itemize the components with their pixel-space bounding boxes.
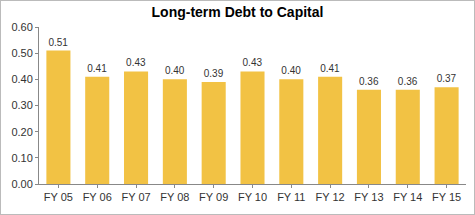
svg-text:0.43: 0.43 bbox=[126, 57, 146, 68]
svg-text:FY 12: FY 12 bbox=[316, 191, 345, 203]
svg-text:FY 13: FY 13 bbox=[354, 191, 383, 203]
svg-text:FY 11: FY 11 bbox=[277, 191, 305, 203]
svg-text:0.41: 0.41 bbox=[320, 63, 340, 74]
svg-text:0.40: 0.40 bbox=[281, 65, 301, 76]
svg-text:FY 07: FY 07 bbox=[121, 191, 150, 203]
svg-text:0.40: 0.40 bbox=[11, 73, 32, 85]
svg-text:0.37: 0.37 bbox=[437, 73, 457, 84]
svg-text:FY 15: FY 15 bbox=[432, 191, 461, 203]
svg-text:0.36: 0.36 bbox=[398, 76, 418, 87]
svg-text:0.43: 0.43 bbox=[243, 57, 263, 68]
svg-text:0.40: 0.40 bbox=[165, 65, 185, 76]
svg-text:FY 09: FY 09 bbox=[199, 191, 228, 203]
svg-text:FY 14: FY 14 bbox=[393, 191, 422, 203]
svg-text:0.51: 0.51 bbox=[48, 37, 68, 48]
svg-text:FY 08: FY 08 bbox=[160, 191, 189, 203]
svg-text:FY 10: FY 10 bbox=[238, 191, 267, 203]
svg-text:0.50: 0.50 bbox=[11, 47, 32, 59]
svg-text:Long-term Debt to Capital: Long-term Debt to Capital bbox=[152, 4, 324, 20]
svg-text:0.60: 0.60 bbox=[11, 21, 32, 33]
svg-text:0.00: 0.00 bbox=[11, 178, 32, 190]
svg-text:FY 05: FY 05 bbox=[44, 191, 73, 203]
svg-text:0.36: 0.36 bbox=[359, 76, 379, 87]
svg-text:FY 06: FY 06 bbox=[83, 191, 112, 203]
svg-text:0.30: 0.30 bbox=[11, 99, 32, 111]
svg-text:0.41: 0.41 bbox=[87, 63, 107, 74]
svg-text:0.20: 0.20 bbox=[11, 126, 32, 138]
svg-text:0.39: 0.39 bbox=[204, 68, 224, 79]
svg-text:0.10: 0.10 bbox=[11, 152, 32, 164]
